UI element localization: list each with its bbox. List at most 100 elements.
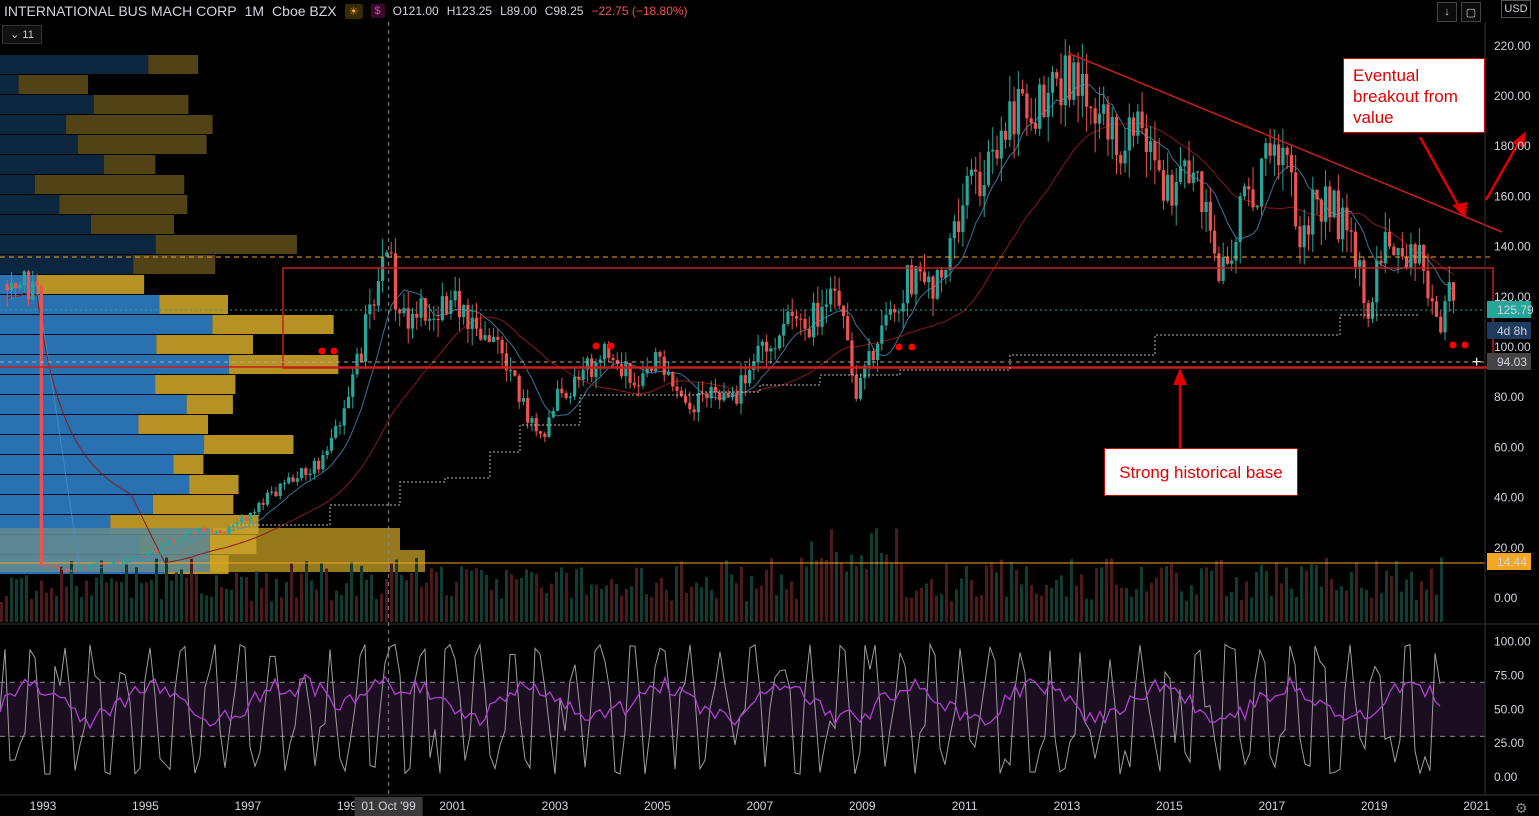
candle-body: [189, 531, 193, 534]
candle-body: [679, 390, 683, 397]
candle-body: [671, 372, 675, 387]
candle-body: [376, 280, 380, 306]
volume-bar: [1385, 570, 1388, 622]
volume-profile-bar: [0, 475, 190, 494]
volume-bar: [815, 560, 818, 622]
candle-body: [257, 502, 261, 513]
volume-bar: [300, 573, 303, 622]
volume-bar: [420, 586, 423, 622]
candle-body: [125, 559, 129, 561]
volume-bar: [500, 598, 503, 622]
time-tick-label: 2015: [1156, 799, 1183, 813]
candle-body: [1439, 316, 1443, 333]
candle-body: [594, 362, 598, 377]
candle-body: [1097, 113, 1102, 124]
candle-body: [1247, 186, 1251, 190]
volume-profile-bar: [0, 355, 230, 374]
symbol-name[interactable]: INTERNATIONAL BUS MACH CORP: [4, 3, 237, 19]
volume-bar: [1415, 600, 1418, 622]
candle-body: [206, 530, 210, 532]
volume-bar: [555, 571, 558, 622]
candle-body: [1285, 147, 1289, 155]
volume-profile-bar: [0, 375, 156, 394]
volume-bar: [1075, 585, 1078, 622]
candle-body: [1366, 303, 1370, 319]
interval-label[interactable]: 1M: [244, 3, 265, 19]
volume-bar: [570, 598, 573, 622]
candle-body: [142, 556, 146, 558]
volume-bar: [1380, 592, 1383, 622]
volume-bar: [490, 589, 493, 622]
volume-bar: [1340, 586, 1343, 622]
volume-bar: [145, 582, 148, 622]
volume-bar: [620, 595, 623, 622]
breakout-annotation[interactable]: Eventual breakout from value: [1343, 58, 1485, 133]
volume-profile-bar: [0, 435, 205, 454]
candle-body: [1379, 260, 1383, 264]
candle-body: [1383, 231, 1387, 264]
candle-body: [129, 557, 133, 560]
candle-body: [1255, 206, 1259, 208]
volume-bar: [225, 588, 228, 622]
candle-body: [56, 566, 60, 569]
candle-body: [888, 309, 892, 315]
volume-bar: [655, 582, 658, 622]
volume-bar: [660, 578, 663, 622]
fullscreen-icon[interactable]: ▢: [1461, 2, 1481, 22]
candle-body: [1200, 171, 1204, 213]
candle-body: [363, 314, 368, 362]
price-axis: 220.00 200.00 180.00 160.00 140.00 120.00 100.…: [0, 22, 1539, 816]
candle-body: [624, 363, 628, 377]
volume-bar: [60, 566, 63, 622]
candle-body: [1174, 181, 1178, 206]
volume-profile-bar: [0, 95, 94, 114]
candle-body: [1213, 230, 1217, 254]
dollar-icon[interactable]: $: [370, 4, 385, 18]
volume-bar: [1110, 558, 1113, 622]
market-status-icon[interactable]: ☀: [344, 3, 363, 19]
candle-body: [1298, 226, 1302, 248]
indicators-toggle[interactable]: ⌄ 11: [2, 25, 42, 44]
volume-bar: [295, 597, 298, 622]
volume-profile-bar: [0, 135, 79, 154]
volume-profile: [0, 55, 425, 574]
volume-bar: [590, 584, 593, 622]
base-annotation[interactable]: Strong historical base: [1104, 448, 1298, 496]
volume-bar: [950, 601, 953, 622]
currency-label[interactable]: USD: [1501, 0, 1531, 18]
change-value: −22.75 (−18.80%): [591, 4, 688, 18]
candle-body: [1149, 141, 1153, 153]
volume-bar: [1135, 588, 1138, 622]
candle-body: [641, 373, 645, 386]
candle-body: [342, 408, 346, 426]
candle-body: [607, 344, 611, 359]
price-tick-label: 20.00: [1494, 541, 1524, 555]
volume-bar: [820, 558, 823, 622]
download-arrow-icon[interactable]: ↓: [1437, 2, 1457, 22]
volume-bar: [10, 577, 13, 622]
volume-bar: [565, 572, 568, 622]
candle-body: [393, 253, 398, 310]
volume-bar: [1140, 566, 1143, 622]
volume-bar: [1010, 562, 1013, 622]
candle-body: [133, 557, 137, 559]
candle-body: [931, 276, 935, 299]
volume-bar: [635, 567, 638, 622]
candle-body: [957, 221, 961, 233]
volume-bar: [535, 573, 538, 622]
candle-body: [1144, 128, 1148, 153]
volume-bar: [165, 557, 168, 622]
candle-body: [841, 305, 846, 317]
candle-body: [171, 540, 176, 543]
candle-body: [1413, 244, 1417, 264]
volume-bar: [515, 579, 518, 622]
volume-bar: [480, 569, 483, 622]
volume-bar: [1125, 588, 1128, 622]
candle-body: [927, 276, 931, 283]
candle-body: [496, 336, 500, 340]
rsi-tick-label: 50.00: [1494, 702, 1524, 716]
candle-body: [875, 343, 880, 361]
volume-bar: [175, 572, 178, 622]
candle-body: [1102, 104, 1106, 114]
